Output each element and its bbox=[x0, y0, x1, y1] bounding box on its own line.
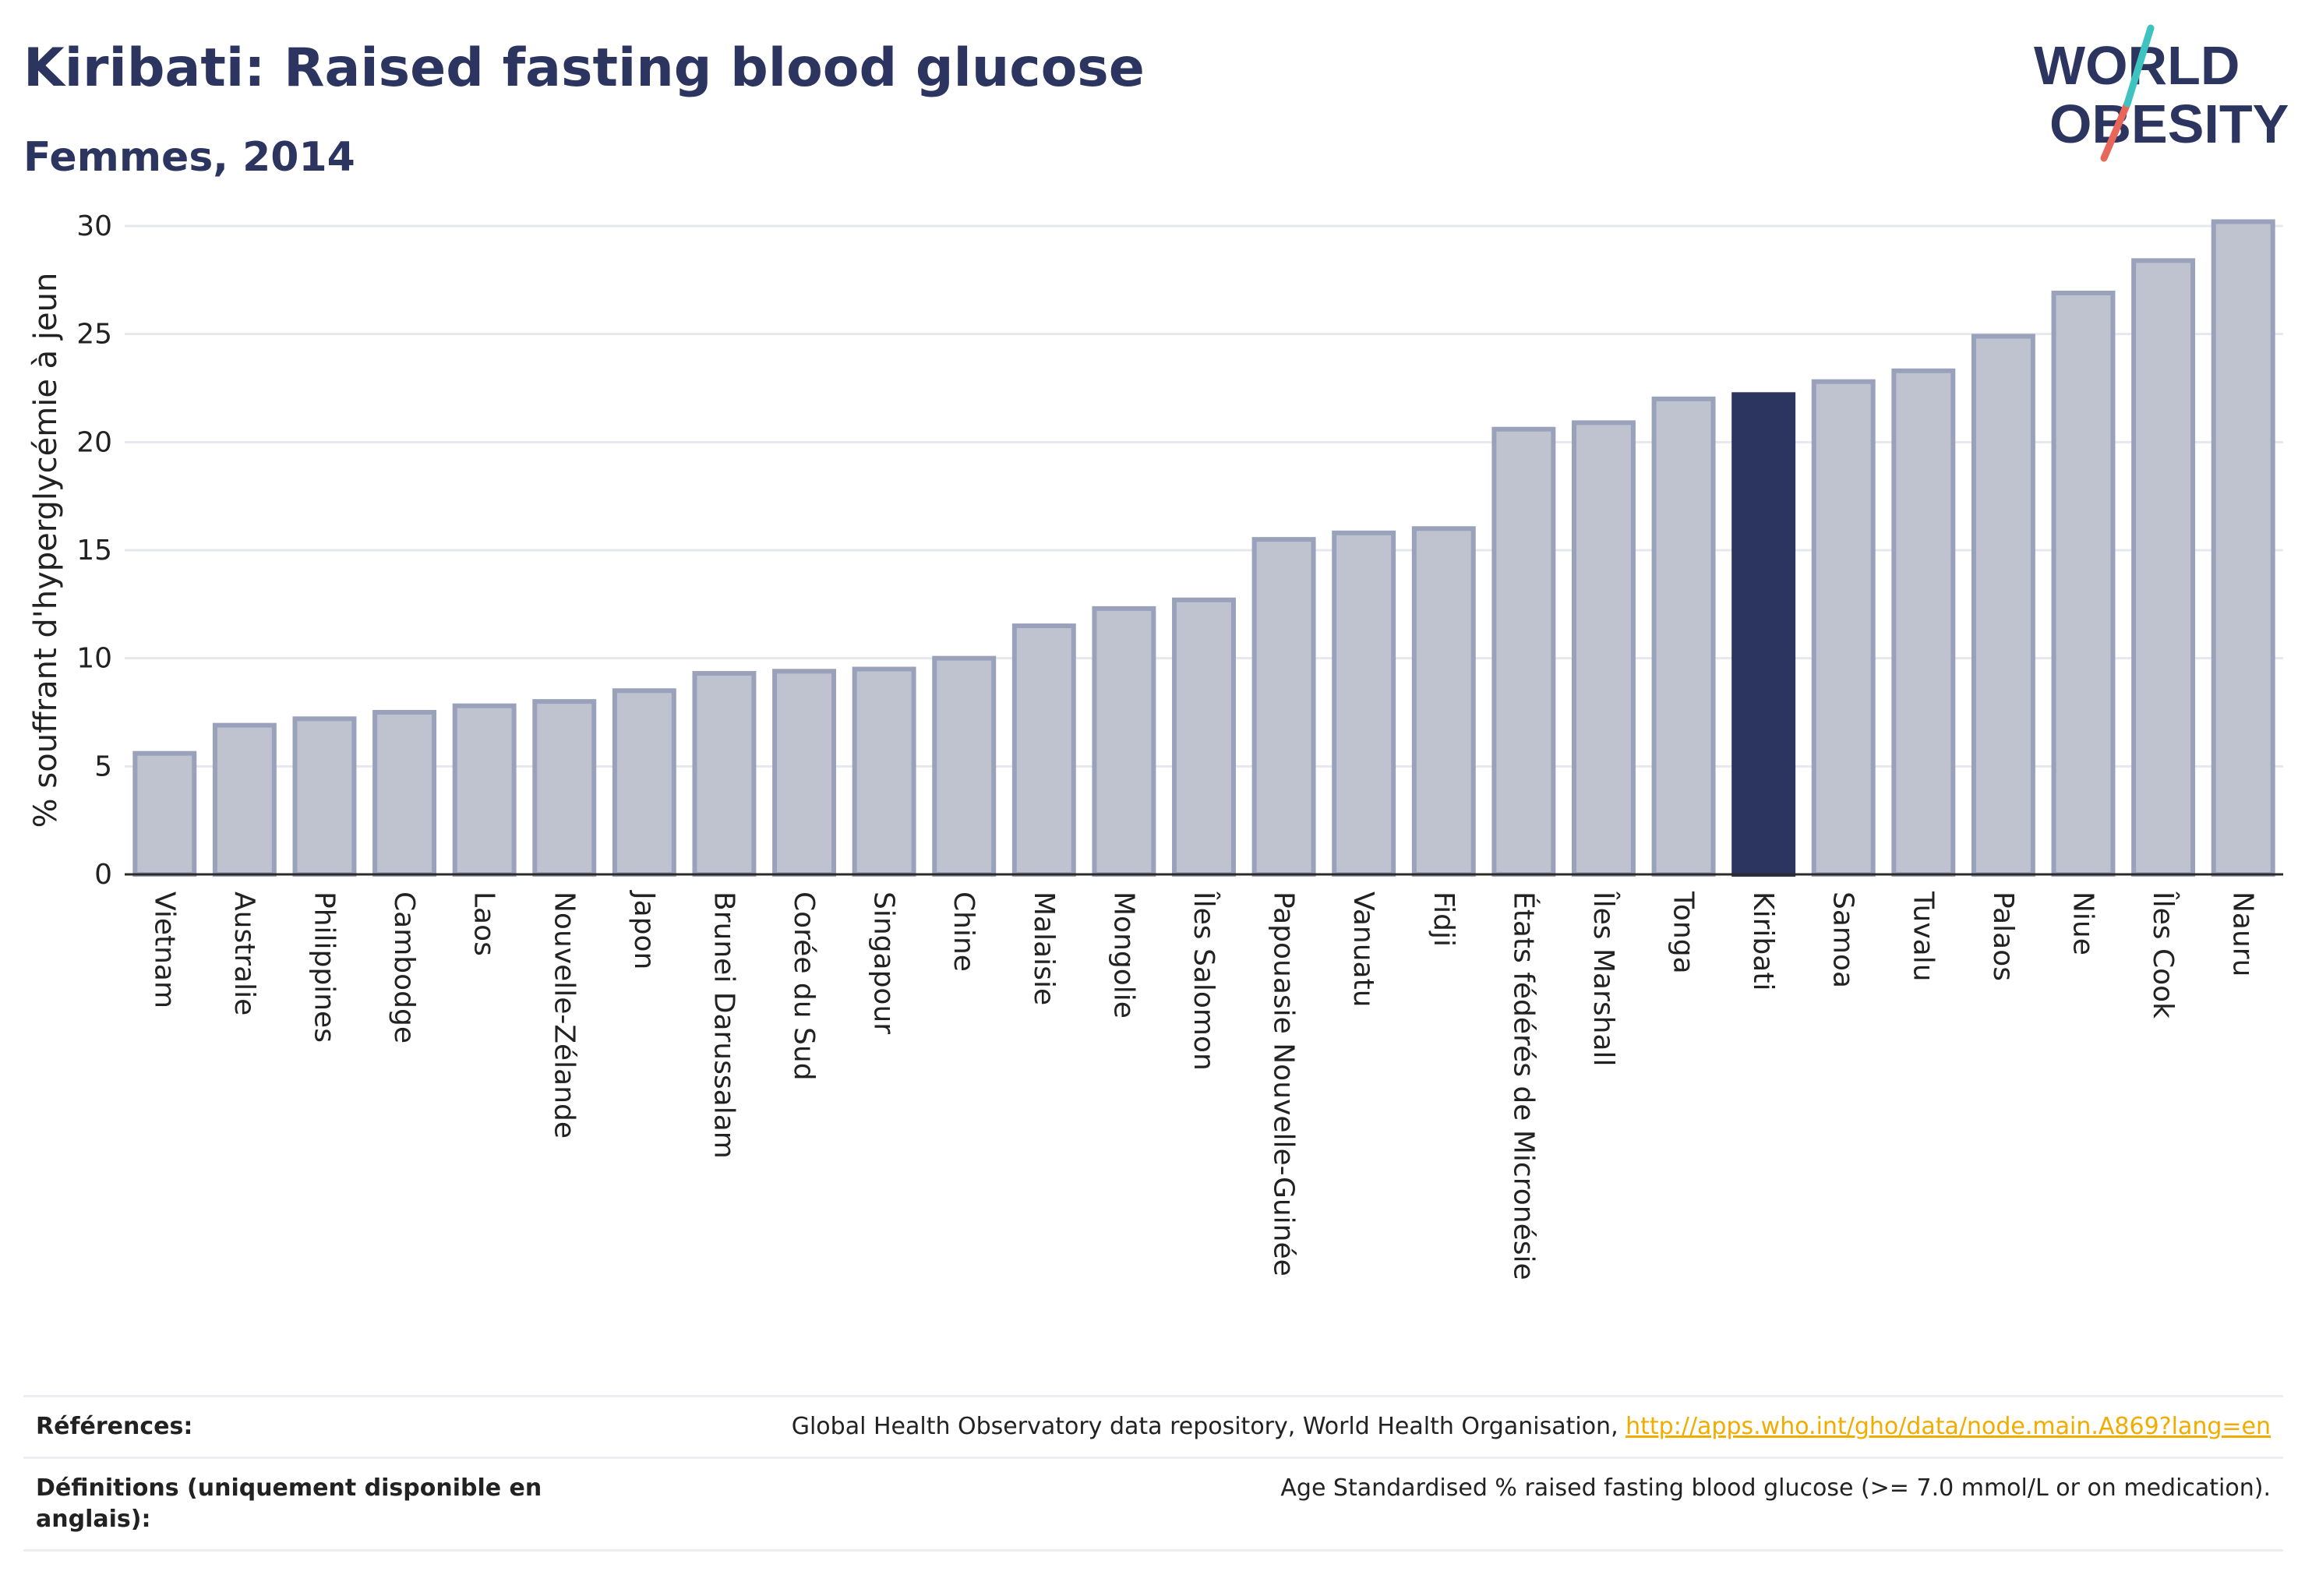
bar-Fidji[interactable] bbox=[1411, 526, 1476, 877]
bar-Japon[interactable] bbox=[612, 688, 676, 877]
logo-slash-red bbox=[2100, 100, 2131, 162]
bar-Philippines[interactable] bbox=[292, 716, 357, 877]
bar-Corée du Sud[interactable] bbox=[772, 669, 836, 877]
bar-Nauru[interactable] bbox=[2211, 219, 2275, 877]
bar-Vanuatu[interactable] bbox=[1332, 530, 1396, 877]
y-tick-label: 15 bbox=[76, 535, 112, 567]
y-tick-label: 0 bbox=[94, 859, 112, 891]
x-tick-label: Corée du Sud bbox=[788, 892, 820, 1081]
references-link[interactable]: http://apps.who.int/gho/data/node.main.A… bbox=[1626, 1413, 2271, 1440]
x-tick-label: Kiribati bbox=[1747, 892, 1779, 990]
references-row: Références: Global Health Observatory da… bbox=[23, 1395, 2283, 1457]
y-tick-label: 10 bbox=[76, 643, 112, 675]
bar-Singapour[interactable] bbox=[852, 666, 916, 877]
bar-Laos[interactable] bbox=[452, 703, 517, 877]
definitions-label: Définitions (uniquement disponible en an… bbox=[36, 1474, 542, 1533]
bar-Niue[interactable] bbox=[2051, 290, 2116, 877]
x-tick-label: Papouasie Nouvelle-Guinée bbox=[1268, 892, 1300, 1276]
y-tick-label: 30 bbox=[76, 210, 112, 242]
x-tick-label: Îles Salomon bbox=[1188, 891, 1220, 1071]
x-tick-label: Nouvelle-Zélande bbox=[548, 892, 580, 1139]
x-axis-ticks: Vietnam Australie Philippines Cambodge Laos N… bbox=[148, 890, 2258, 1280]
x-tick-label: Îles Marshall bbox=[1587, 891, 1620, 1067]
logo-line2: OBESITY bbox=[2049, 94, 2289, 154]
footer-table: Références: Global Health Observatory da… bbox=[23, 1395, 2283, 1552]
definitions-value: Age Standardised % raised fasting blood … bbox=[1280, 1474, 2271, 1502]
x-tick-label: Singapour bbox=[868, 892, 900, 1034]
x-tick-label: Malaisie bbox=[1028, 892, 1060, 1005]
chart-title: Kiribati: Raised fasting blood glucose bbox=[23, 37, 1145, 99]
y-tick-label: 20 bbox=[76, 426, 112, 458]
x-tick-label: Tonga bbox=[1668, 891, 1700, 974]
bar-Kiribati[interactable] bbox=[1731, 392, 1796, 877]
logo-slash-teal bbox=[2123, 24, 2155, 108]
x-tick-label: États fédérés de Micronésie bbox=[1507, 892, 1540, 1280]
bar-Brunei Darussalam[interactable] bbox=[692, 671, 757, 877]
x-tick-label: Fidji bbox=[1428, 892, 1460, 947]
bar-Australie[interactable] bbox=[212, 722, 277, 877]
x-tick-label: Mongolie bbox=[1107, 892, 1139, 1019]
references-text: Global Health Observatory data repositor… bbox=[791, 1413, 1626, 1440]
y-axis-label: % souffrant d'hyperglycémie à jeun bbox=[28, 273, 64, 828]
x-tick-label: Brunei Darussalam bbox=[708, 892, 740, 1159]
x-tick-label: Tuvalu bbox=[1907, 891, 1939, 982]
y-tick-label: 5 bbox=[94, 750, 112, 782]
bars bbox=[132, 219, 2275, 877]
references-value: Global Health Observatory data repositor… bbox=[792, 1411, 2271, 1442]
bar-Palaos[interactable] bbox=[1971, 334, 2035, 877]
bar-Papouasie Nouvelle-Guinée[interactable] bbox=[1251, 537, 1316, 877]
bar-États fédérés de Micronésie[interactable] bbox=[1491, 426, 1556, 877]
bar-Samoa[interactable] bbox=[1811, 379, 1876, 877]
bar-Îles Salomon[interactable] bbox=[1172, 597, 1236, 877]
bar-Tuvalu[interactable] bbox=[1891, 368, 1956, 877]
bar-Malaisie[interactable] bbox=[1011, 623, 1076, 877]
x-tick-label: Palaos bbox=[1987, 892, 2019, 981]
x-tick-label: Philippines bbox=[308, 892, 340, 1043]
y-axis-ticks: 0 5 10 15 20 25 30 bbox=[76, 210, 112, 891]
x-tick-label: Chine bbox=[948, 892, 980, 972]
references-label: Références: bbox=[36, 1413, 193, 1440]
chart-subtitle: Femmes, 2014 bbox=[23, 134, 355, 181]
x-tick-label: Japon bbox=[628, 890, 660, 969]
bar-Nouvelle-Zélande[interactable] bbox=[532, 699, 597, 877]
x-tick-label: Cambodge bbox=[388, 892, 420, 1043]
bar-Îles Marshall[interactable] bbox=[1572, 420, 1636, 877]
x-tick-label: Samoa bbox=[1827, 892, 1859, 988]
definitions-row: Définitions (uniquement disponible en an… bbox=[23, 1457, 2283, 1552]
bar-Îles Cook[interactable] bbox=[2131, 258, 2196, 877]
x-tick-label: Laos bbox=[468, 892, 500, 956]
world-obesity-logo: WORLD OBESITY bbox=[2034, 24, 2289, 162]
x-tick-label: Niue bbox=[2067, 892, 2099, 955]
x-tick-label: Îles Cook bbox=[2147, 891, 2180, 1019]
bar-chart: 0 5 10 15 20 25 30 Vietnam Australie Philippines… bbox=[28, 210, 2283, 1280]
y-tick-label: 25 bbox=[76, 319, 112, 351]
x-tick-label: Vanuatu bbox=[1347, 892, 1379, 1008]
bar-Chine[interactable] bbox=[932, 655, 997, 877]
bar-Cambodge[interactable] bbox=[372, 710, 437, 877]
bar-Tonga[interactable] bbox=[1651, 396, 1716, 877]
x-tick-label: Australie bbox=[228, 892, 260, 1015]
x-tick-label: Vietnam bbox=[148, 892, 180, 1008]
x-tick-label: Nauru bbox=[2227, 892, 2259, 976]
bar-Vietnam[interactable] bbox=[132, 750, 197, 877]
bar-Mongolie[interactable] bbox=[1092, 606, 1156, 877]
